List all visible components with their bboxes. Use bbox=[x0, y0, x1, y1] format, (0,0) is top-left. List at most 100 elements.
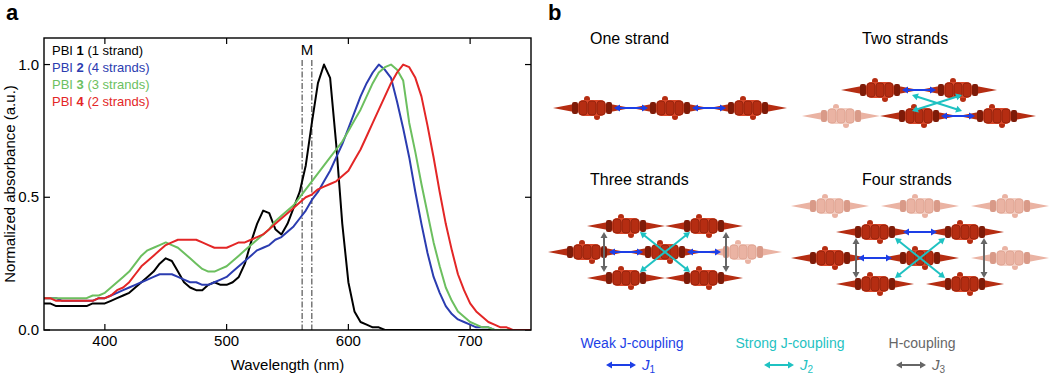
ring bbox=[631, 271, 639, 285]
arrow-head bbox=[902, 87, 908, 94]
ring bbox=[880, 225, 888, 239]
ring bbox=[597, 101, 605, 115]
pbi-molecule-faded bbox=[971, 194, 1049, 218]
tail bbox=[881, 202, 902, 210]
arrow-shaft bbox=[855, 243, 857, 273]
pbi-molecule bbox=[836, 220, 914, 244]
legend-part: (1 strand) bbox=[84, 43, 143, 58]
coupling-arrow bbox=[858, 255, 892, 262]
core bbox=[996, 250, 1024, 266]
x-tick-label: 700 bbox=[458, 332, 483, 349]
imide bbox=[810, 252, 816, 264]
imide bbox=[606, 102, 612, 114]
arrow-head bbox=[955, 106, 962, 113]
arrow-shaft bbox=[863, 257, 887, 259]
y-tick bbox=[525, 64, 531, 65]
ring bbox=[700, 219, 708, 233]
y-tick bbox=[525, 197, 531, 198]
ring bbox=[735, 101, 743, 115]
diagram-legend-symbol: J3 bbox=[931, 356, 946, 375]
subscript: 3 bbox=[940, 364, 946, 375]
imide bbox=[844, 200, 850, 212]
pbi-molecule bbox=[631, 96, 709, 120]
imide bbox=[933, 110, 939, 122]
arrow-head bbox=[955, 93, 962, 100]
legend-entry: PBI 4 (2 strands) bbox=[52, 94, 150, 109]
tail bbox=[971, 202, 992, 210]
ring bbox=[622, 271, 630, 285]
arrow-head bbox=[692, 105, 698, 112]
legend-entry: PBI 1 (1 strand) bbox=[52, 43, 143, 58]
arrow-head bbox=[609, 249, 615, 256]
pbi-molecule-faded bbox=[881, 194, 959, 218]
core bbox=[816, 250, 844, 266]
diagram-legend-label: H-coupling bbox=[889, 335, 956, 351]
arrow-head bbox=[912, 106, 919, 113]
imide bbox=[894, 84, 900, 96]
legend-part: PBI bbox=[52, 60, 77, 75]
x-axis-title: Wavelength (nm) bbox=[231, 356, 345, 373]
imide bbox=[899, 110, 905, 122]
core bbox=[729, 244, 757, 260]
ring bbox=[970, 277, 978, 291]
coupling-arrow bbox=[764, 362, 794, 369]
ring bbox=[907, 199, 915, 213]
arrow-head bbox=[858, 255, 864, 262]
tail bbox=[766, 104, 787, 112]
arrow-head bbox=[853, 238, 860, 244]
core bbox=[734, 100, 762, 116]
tail bbox=[548, 248, 569, 256]
ring bbox=[880, 277, 888, 291]
legend-entry: PBI 2 (4 strands) bbox=[52, 60, 150, 75]
ring bbox=[925, 199, 933, 213]
arrow-shaft bbox=[603, 237, 605, 267]
arrow-head bbox=[941, 113, 947, 120]
tail bbox=[938, 254, 959, 262]
tail bbox=[983, 228, 1004, 236]
arrow-head bbox=[930, 87, 936, 94]
arrow-head bbox=[720, 105, 726, 112]
imide bbox=[945, 226, 951, 238]
arrow-head bbox=[938, 238, 945, 244]
tail bbox=[880, 112, 901, 120]
imide bbox=[1011, 110, 1017, 122]
pbi-molecule bbox=[926, 220, 1004, 244]
ring bbox=[613, 271, 621, 285]
tail bbox=[841, 86, 862, 94]
tail bbox=[1015, 112, 1036, 120]
coupling-arrow bbox=[723, 232, 730, 272]
coupling-arrow bbox=[896, 362, 926, 369]
core bbox=[612, 270, 640, 286]
arrow-shaft bbox=[899, 241, 942, 275]
imide bbox=[889, 278, 895, 290]
coupling-arrow bbox=[692, 105, 726, 112]
spectrum-line bbox=[44, 65, 531, 330]
imide bbox=[889, 226, 895, 238]
ring bbox=[916, 199, 924, 213]
tail bbox=[848, 202, 869, 210]
arrow-shaft bbox=[907, 89, 931, 91]
y-tick-label: 0.0 bbox=[18, 321, 39, 338]
tail bbox=[761, 248, 782, 256]
ring bbox=[963, 83, 971, 97]
x-tick bbox=[104, 324, 105, 330]
figure: a4005006007000.00.51.0MPBI 1 (1 strand)P… bbox=[0, 0, 1054, 382]
imide bbox=[979, 278, 985, 290]
legend-part: PBI bbox=[52, 43, 77, 58]
x-tick bbox=[348, 38, 349, 44]
coupling-arrow bbox=[687, 249, 721, 256]
x-tick bbox=[226, 324, 227, 330]
pbi-molecule bbox=[841, 78, 919, 102]
sub-panel-title: Two strands bbox=[862, 30, 948, 47]
arrow-head bbox=[715, 249, 721, 256]
ring bbox=[945, 83, 953, 97]
tail bbox=[926, 280, 947, 288]
ring bbox=[952, 277, 960, 291]
arrow-head bbox=[895, 238, 902, 244]
tail bbox=[1028, 254, 1049, 262]
legend-part: PBI bbox=[52, 77, 77, 92]
core bbox=[866, 82, 894, 98]
coupling-arrow bbox=[903, 229, 937, 236]
ring bbox=[574, 245, 582, 259]
pbi-molecule bbox=[587, 266, 665, 290]
